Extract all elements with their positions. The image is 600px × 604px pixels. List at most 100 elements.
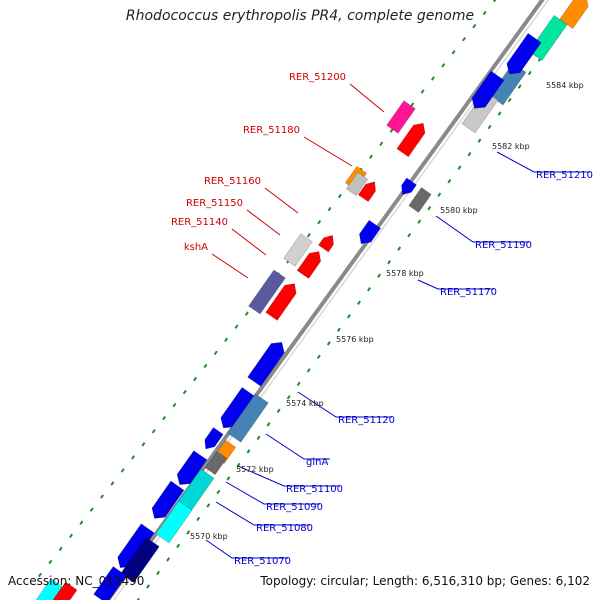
leader-line-left [211, 253, 249, 279]
gene-label-left: RER_51180 [243, 125, 300, 136]
scale-label: 5582 kbp [492, 142, 530, 151]
gene-darkgray [408, 187, 432, 213]
tick-dot-outer [38, 572, 42, 578]
gene-label-right: RER_51120 [338, 415, 395, 426]
tick-dot-inner [387, 260, 392, 265]
scale-label: 5576 kbp [336, 335, 374, 344]
genome-summary-text: Topology: circular; Length: 6,516,310 bp… [260, 574, 590, 588]
gene-label-right: RER_51210 [536, 170, 593, 181]
gene-red-c [318, 235, 334, 253]
accession-text: Accession: NC_012490 [8, 574, 145, 588]
leader-line-right [496, 151, 590, 173]
gene-darkgray-2 [204, 450, 228, 476]
tick-dot-inner [266, 422, 271, 427]
gene-steelblue-2 [227, 393, 269, 443]
leader-line-right [225, 481, 320, 505]
tick-dot-outer [234, 324, 239, 329]
tick-dot-outer [213, 350, 218, 356]
tick-dot-inner [256, 435, 261, 441]
tick-dot-outer [110, 481, 115, 486]
tick-dot-outer [472, 23, 477, 29]
leader-line-left [231, 228, 267, 256]
gene-cyan-2 [155, 500, 193, 544]
tick-dot-outer [441, 63, 446, 68]
gene-label-left: RER_51150 [186, 198, 243, 209]
label-leaders [205, 83, 590, 559]
tick-dot-outer [244, 311, 249, 316]
leader-line-right [265, 433, 330, 460]
scale-label: 5570 kbp [190, 532, 228, 541]
leader-line-left [349, 83, 385, 113]
tick-dot-inner [156, 570, 161, 576]
tick-dot-outer [379, 141, 384, 146]
gene-silver-small [345, 171, 369, 197]
tick-dot-outer [89, 507, 94, 512]
leader-line-left [264, 187, 299, 214]
gene-orange-top [559, 0, 589, 29]
tick-dot-inner [447, 178, 452, 184]
gene-blue-d [359, 219, 382, 245]
tick-dot-outer [193, 376, 198, 382]
tick-dot-inner [507, 97, 512, 103]
tick-dot-inner [407, 232, 412, 238]
scale-label: 5574 kbp [286, 399, 324, 408]
tick-dot-inner [166, 557, 171, 562]
tick-dot-inner [427, 205, 432, 211]
tick-dot-outer [120, 468, 125, 473]
gene-blue-h [176, 450, 208, 486]
tick-dot-inner [417, 219, 422, 224]
tick-dot-outer [306, 233, 311, 238]
tick-dot-outer [203, 363, 208, 369]
tick-dot-inner [457, 165, 462, 170]
tick-dot-inner [487, 124, 492, 130]
tick-dot-inner [216, 489, 221, 495]
tick-dot-outer [410, 102, 415, 107]
gene-label-right: RER_51090 [266, 502, 323, 513]
tick-dot-inner [437, 192, 442, 197]
tick-dot-inner [326, 341, 331, 346]
tick-dot-inner [497, 111, 502, 116]
tick-dot-outer [317, 219, 322, 225]
tick-dot-inner [276, 408, 281, 414]
gene-red-e [265, 283, 297, 321]
gene-label-right: glnA [306, 457, 328, 468]
tick-dot-outer [131, 455, 136, 460]
leader-line-right [417, 279, 494, 290]
gene-blue-e [247, 341, 285, 387]
tick-dot-outer [389, 128, 394, 133]
gene-label-right: RER_51070 [234, 556, 291, 567]
tick-dot-outer [151, 429, 156, 434]
gene-blue-a [506, 32, 542, 75]
tick-dot-inner [236, 462, 241, 468]
gene-blue-i [151, 480, 185, 519]
tick-dot-inner [357, 300, 361, 305]
tick-dot-inner [477, 138, 482, 143]
gene-steelblue [489, 62, 527, 106]
gene-gray-kshA [283, 233, 313, 267]
scale-labels: 5570 kbp 5572 kbp 5574 kbp 5576 kbp 5578 kbp… [190, 81, 584, 541]
tick-dot-outer [162, 415, 167, 421]
tick-dot-outer [48, 559, 53, 565]
tick-dot-outer [493, 0, 497, 3]
gene-pink [386, 100, 416, 134]
scale-label: 5578 kbp [386, 269, 424, 278]
gene-green [528, 14, 568, 62]
tick-dot-outer [420, 89, 425, 94]
tick-dot-inner [377, 273, 382, 278]
tick-dot-inner [246, 449, 251, 454]
tick-dot-inner [316, 354, 321, 360]
gene-label-right: RER_51190 [475, 240, 532, 251]
tick-dot-inner [397, 246, 402, 251]
map-title: Rhodococcus erythropolis PR4, complete g… [125, 8, 475, 24]
tick-dot-outer [79, 520, 84, 525]
tick-dot-inner [176, 543, 181, 549]
gene-red-a [396, 122, 426, 158]
tick-dot-inner [296, 381, 301, 387]
scale-label: 5584 kbp [546, 81, 584, 90]
tick-dot-inner [286, 395, 291, 400]
tick-dot-outer [451, 50, 456, 55]
tick-dot-inner [336, 327, 341, 332]
tick-dot-inner [527, 70, 532, 76]
tick-dot-inner [346, 314, 351, 319]
